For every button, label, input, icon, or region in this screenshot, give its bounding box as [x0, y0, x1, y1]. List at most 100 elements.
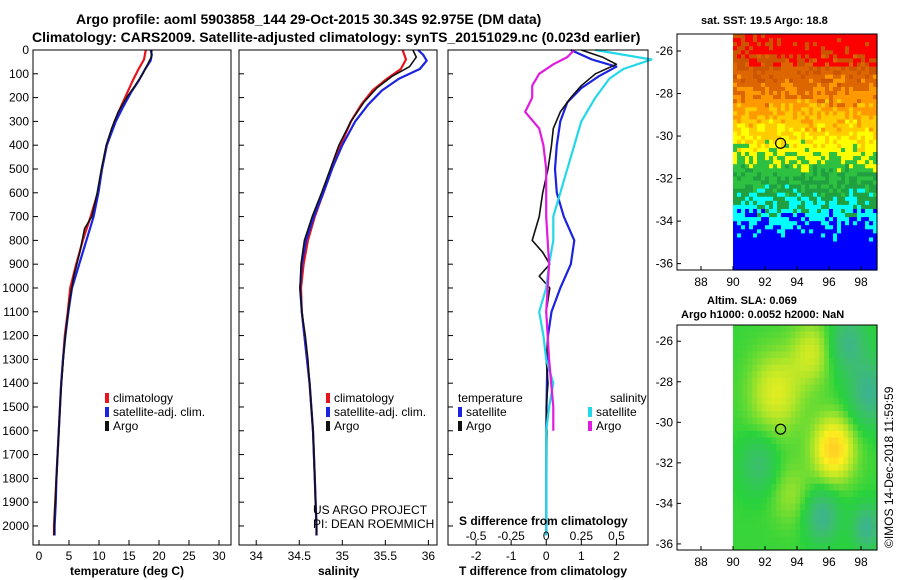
sst-cell [813, 86, 818, 92]
sla-cell [785, 510, 792, 518]
sst-cell [833, 123, 838, 129]
sst-cell [801, 42, 806, 47]
sla-cell [790, 417, 796, 425]
sst-cell [821, 249, 826, 255]
sst-cell [833, 143, 838, 149]
sst-cell [785, 46, 790, 51]
sst-cell [753, 147, 758, 153]
sla-cell [843, 404, 849, 412]
sst-cell [821, 111, 826, 116]
sla-cell [733, 497, 739, 505]
sst-cell [741, 225, 746, 230]
sst-cell [749, 257, 754, 263]
sst-cell [781, 90, 786, 96]
sla-cell [857, 444, 864, 452]
sst-cell [829, 225, 834, 230]
sla-cell [809, 411, 816, 419]
sla-cell [867, 391, 873, 399]
sla-cell [781, 530, 787, 538]
sst-cell [773, 54, 778, 60]
sst-cell [781, 160, 786, 165]
sla-cell [872, 483, 878, 492]
sst-cell [745, 90, 750, 96]
sst-cell [853, 249, 858, 255]
sla-cell [867, 497, 873, 505]
sst-cell [781, 131, 786, 137]
sst-cell [773, 221, 778, 226]
sst-cell [737, 90, 742, 96]
sla-cell [742, 516, 748, 525]
sst-cell [793, 70, 798, 76]
sla-cell [838, 364, 844, 372]
sst-cell [769, 78, 774, 84]
sst-cell [769, 123, 774, 129]
sla-cell [833, 351, 840, 359]
sst-cell [769, 135, 774, 141]
sst-cell [869, 225, 874, 230]
sst-cell [793, 131, 798, 137]
sst-cell [845, 103, 850, 108]
sla-cell [833, 404, 840, 412]
sla-cell [771, 384, 777, 392]
sst-cell [865, 54, 870, 60]
sst-cell [825, 152, 830, 157]
sst-cell [797, 86, 802, 92]
sst-cell [817, 119, 822, 125]
sst-cell [869, 184, 874, 190]
sla-cell [733, 503, 739, 511]
sla-cell [766, 497, 772, 505]
sla-cell [737, 430, 744, 439]
sst-cell [821, 208, 826, 214]
sst-cell [785, 221, 790, 226]
sst-cell [809, 95, 814, 100]
sst-cell [801, 123, 806, 129]
sst-cell [745, 160, 750, 165]
sla-cell [833, 543, 840, 551]
sst-cell [857, 160, 862, 165]
credit-project: US ARGO PROJECT [313, 503, 428, 517]
depth-tick-label: 2000 [2, 519, 29, 533]
sst-cell [841, 58, 846, 64]
sst-cell [781, 196, 786, 202]
sst-cell [845, 139, 850, 145]
sst-cell [769, 245, 774, 251]
sst-cell [761, 156, 766, 161]
sst-cell [753, 42, 758, 47]
sst-cell [861, 119, 866, 125]
sst-cell [837, 119, 842, 125]
sla-cell [781, 516, 787, 525]
sst-cell [737, 257, 742, 263]
sla-cell [829, 325, 835, 333]
sla-cell [809, 483, 816, 492]
sst-cell [773, 156, 778, 161]
sst-cell [797, 237, 802, 243]
sst-cell [797, 225, 802, 230]
sla-cell [795, 497, 801, 505]
sla-cell [843, 377, 849, 386]
sst-cell [757, 54, 762, 60]
sla-cell [781, 384, 787, 392]
sla-cell [747, 344, 753, 353]
sst-cell [857, 127, 862, 133]
sst-cell [757, 249, 762, 255]
sla-cell [833, 516, 840, 525]
sst-cell [749, 188, 754, 194]
sst-cell [861, 135, 866, 141]
sst-cell [869, 34, 874, 39]
sst-cell [805, 78, 810, 84]
sst-cell [817, 90, 822, 96]
sst-cell [845, 58, 850, 64]
sst-cell [857, 119, 862, 125]
sst-cell [861, 176, 866, 182]
sst-cell [797, 78, 802, 84]
sst-cell [857, 237, 862, 243]
sst-cell [833, 95, 838, 100]
sla-cell [857, 477, 864, 485]
sst-cell [737, 54, 742, 60]
sst-cell [785, 180, 790, 186]
sst-cell [845, 119, 850, 125]
sst-cell [749, 204, 754, 210]
sla-cell [814, 497, 820, 505]
sla-cell [862, 417, 868, 425]
sla-cell [790, 457, 796, 465]
